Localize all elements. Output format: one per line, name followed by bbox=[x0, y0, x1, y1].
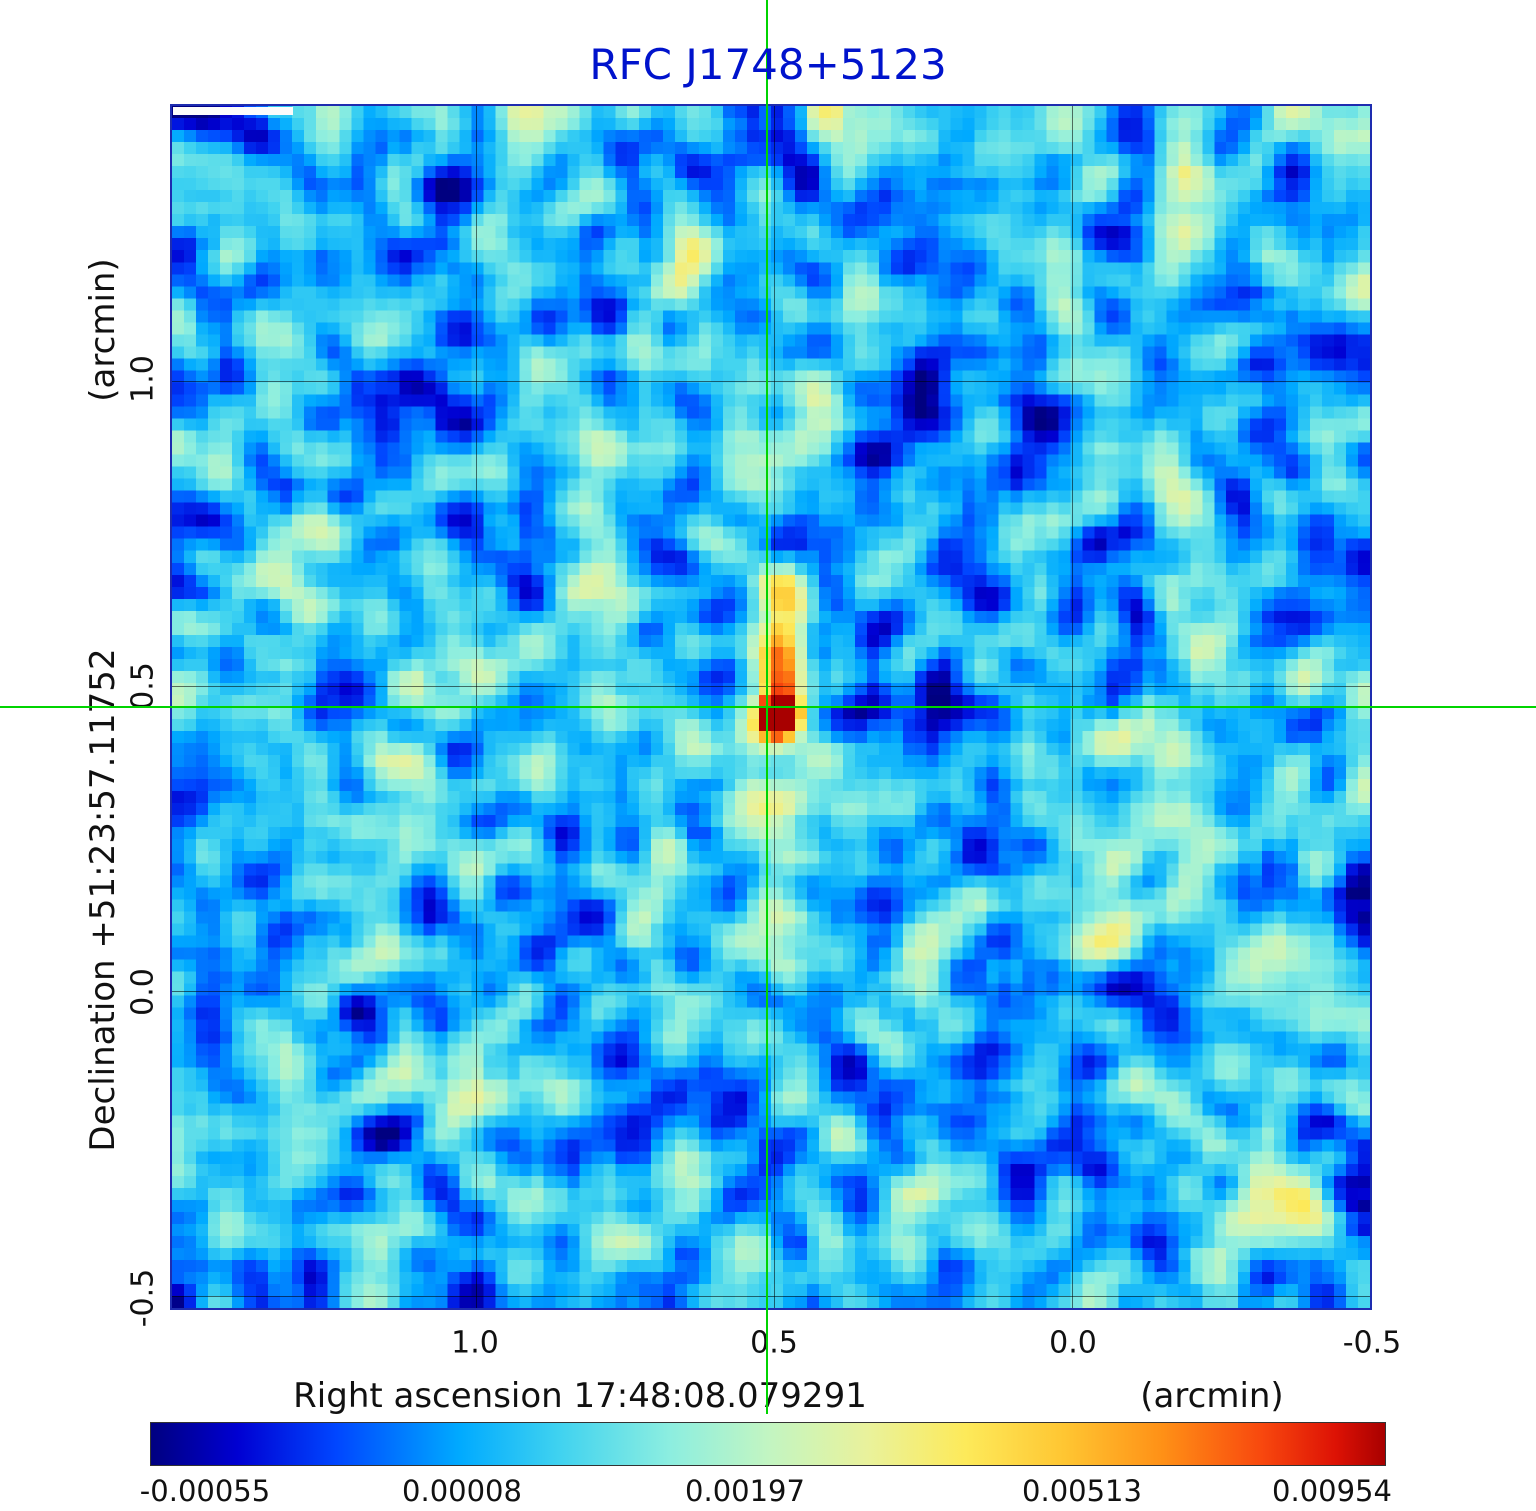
x-tick-label: -0.5 bbox=[1342, 1325, 1402, 1361]
x-tick-label: 1.0 bbox=[451, 1325, 499, 1361]
x-tick-label: 0.5 bbox=[750, 1325, 798, 1361]
blanked-pixels-strip bbox=[173, 107, 293, 115]
y-axis-label: Declination +51:23:57.11752 bbox=[83, 648, 123, 1152]
y-axis-unit: (arcmin) bbox=[83, 258, 123, 402]
y-tick-label: 0.5 bbox=[125, 662, 161, 710]
grid-line-horizontal bbox=[172, 380, 1370, 382]
colorbar-tick-label: -0.00055 bbox=[139, 1474, 271, 1508]
x-axis-unit: (arcmin) bbox=[1140, 1376, 1284, 1416]
grid-line-horizontal bbox=[172, 1295, 1370, 1297]
crosshair-horizontal-line bbox=[0, 706, 1536, 708]
colorbar-tick-label: 0.00513 bbox=[1022, 1474, 1142, 1508]
x-axis-label: Right ascension 17:48:08.079291 bbox=[293, 1376, 867, 1416]
grid-line-horizontal bbox=[172, 990, 1370, 992]
y-tick-label: 0.0 bbox=[125, 968, 161, 1016]
y-tick-label: -0.5 bbox=[125, 1268, 161, 1328]
colorbar bbox=[150, 1422, 1386, 1466]
figure-title: RFC J1748+5123 bbox=[589, 40, 947, 89]
colorbar-tick-label: 0.00197 bbox=[685, 1474, 805, 1508]
grid-line-horizontal bbox=[172, 685, 1370, 687]
x-tick-label: 0.0 bbox=[1049, 1325, 1097, 1361]
colorbar-tick-label: 0.00954 bbox=[1272, 1474, 1392, 1508]
y-tick-label: 1.0 bbox=[125, 355, 161, 403]
colorbar-tick-label: 0.00008 bbox=[402, 1474, 522, 1508]
